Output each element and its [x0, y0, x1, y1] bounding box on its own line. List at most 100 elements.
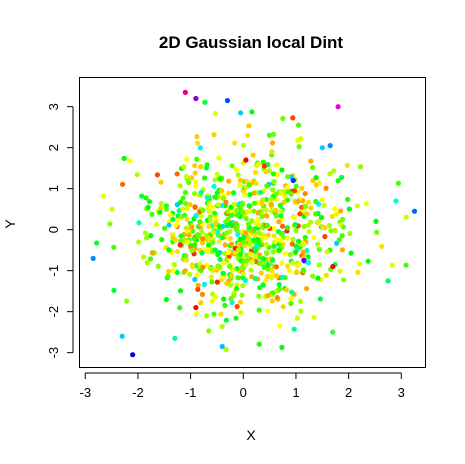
data-point	[276, 219, 281, 224]
data-point	[211, 132, 216, 137]
data-point-highlight	[393, 198, 398, 203]
data-point-highlight	[130, 352, 135, 357]
data-point	[180, 206, 185, 211]
data-point	[277, 323, 282, 328]
data-point-highlight	[238, 110, 243, 115]
data-point	[223, 200, 228, 205]
data-point	[258, 190, 263, 195]
data-point	[178, 288, 183, 293]
data-point	[278, 209, 283, 214]
data-point	[322, 202, 327, 207]
data-point	[285, 264, 290, 269]
data-point	[212, 211, 217, 216]
data-point	[194, 213, 199, 218]
data-point	[324, 186, 329, 191]
data-point	[257, 285, 262, 290]
data-point	[270, 258, 275, 263]
data-point	[301, 267, 306, 272]
data-point	[194, 157, 199, 162]
data-point	[299, 186, 304, 191]
data-point	[345, 163, 350, 168]
data-point	[148, 233, 153, 238]
data-point	[186, 180, 191, 185]
data-point	[139, 193, 144, 198]
data-point	[253, 254, 258, 259]
data-point	[166, 269, 171, 274]
data-point	[215, 252, 220, 257]
data-point	[345, 197, 350, 202]
data-point	[243, 230, 248, 235]
data-point	[269, 149, 274, 154]
data-point	[199, 214, 204, 219]
data-point	[192, 191, 197, 196]
data-point	[234, 208, 239, 213]
data-point	[341, 224, 346, 229]
data-point	[379, 244, 384, 249]
data-point	[235, 304, 240, 309]
data-point	[256, 294, 261, 299]
data-point	[231, 190, 236, 195]
data-point	[224, 230, 229, 235]
data-point	[183, 201, 188, 206]
data-point	[240, 283, 245, 288]
data-point	[295, 199, 300, 204]
data-point	[159, 237, 164, 242]
data-point	[170, 235, 175, 240]
data-point-highlight	[225, 98, 230, 103]
data-point	[136, 239, 141, 244]
data-point	[193, 179, 198, 184]
data-point	[220, 271, 225, 276]
data-point	[221, 297, 226, 302]
data-point	[200, 292, 205, 297]
data-point	[245, 133, 250, 138]
data-point	[269, 196, 274, 201]
data-point	[248, 267, 253, 272]
data-point	[175, 249, 180, 254]
data-point	[289, 289, 294, 294]
data-point	[288, 252, 293, 257]
data-point	[184, 156, 189, 161]
data-point	[233, 316, 238, 321]
data-point	[313, 211, 318, 216]
data-point	[195, 141, 200, 146]
data-point-highlight	[193, 305, 198, 310]
data-point	[253, 276, 258, 281]
x-tick-label: -1	[185, 385, 197, 400]
data-point	[390, 263, 395, 268]
data-point	[182, 212, 187, 217]
data-point	[211, 311, 216, 316]
data-point	[216, 202, 221, 207]
data-point	[366, 259, 371, 264]
data-point	[334, 211, 339, 216]
data-point-highlight	[328, 143, 333, 148]
data-point	[159, 201, 164, 206]
data-point	[292, 214, 297, 219]
data-point	[337, 237, 342, 242]
data-point	[246, 222, 251, 227]
data-point	[101, 194, 106, 199]
data-point	[303, 204, 308, 209]
data-point	[340, 247, 345, 252]
data-point	[220, 324, 225, 329]
data-point	[210, 299, 215, 304]
data-point-highlight	[262, 164, 267, 169]
data-point	[143, 230, 148, 235]
data-point	[227, 236, 232, 241]
data-point	[297, 211, 302, 216]
data-point	[246, 123, 251, 128]
data-point	[238, 252, 243, 257]
data-point	[310, 165, 315, 170]
y-tick-label: -2	[46, 306, 61, 318]
data-point	[341, 277, 346, 282]
data-point	[192, 277, 197, 282]
data-point	[226, 191, 231, 196]
data-point	[298, 299, 303, 304]
data-point	[241, 143, 246, 148]
data-point	[269, 268, 274, 273]
data-point	[260, 201, 265, 206]
data-point	[230, 213, 235, 218]
data-point	[324, 249, 329, 254]
data-point	[157, 210, 162, 215]
data-point	[234, 227, 239, 232]
data-point	[327, 171, 332, 176]
